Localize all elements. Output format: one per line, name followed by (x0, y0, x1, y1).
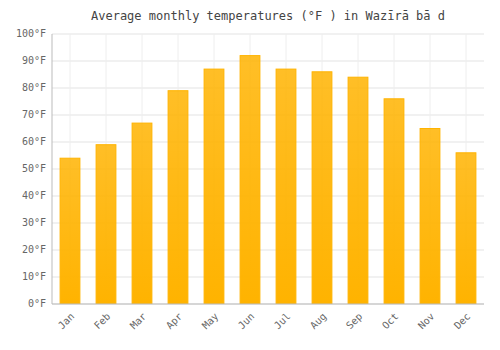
y-tick-label: 90°F (22, 55, 46, 66)
y-tick-label: 0°F (28, 298, 46, 309)
x-tick-label: Jan (56, 311, 77, 332)
bar (420, 129, 440, 305)
bars (60, 56, 476, 304)
y-tick-label: 40°F (22, 190, 46, 201)
y-grid-line (52, 34, 484, 35)
bar (60, 158, 80, 304)
y-grid-line (52, 250, 484, 251)
y-grid-line (52, 115, 484, 116)
y-tick-label: 70°F (22, 109, 46, 120)
x-tick-label: Jul (272, 311, 293, 332)
bar (132, 123, 152, 304)
bar (96, 145, 116, 304)
x-tick-label: May (200, 311, 221, 332)
x-tick-label: Dec (452, 311, 473, 332)
y-grid-line (52, 88, 484, 89)
y-grid-line (52, 142, 484, 143)
title: Average monthly temperatures (°F ) in Wa… (91, 9, 445, 23)
y-grid-line (52, 61, 484, 62)
bar (384, 99, 404, 304)
bar (456, 153, 476, 304)
bar (204, 69, 224, 304)
bar (168, 91, 188, 304)
y-tick-label: 30°F (22, 217, 46, 228)
x-tick-label: Jun (236, 311, 257, 332)
bar (312, 72, 332, 304)
y-tick-label: 50°F (22, 163, 46, 174)
y-axis-line (52, 34, 53, 304)
x-tick-label: Sep (344, 311, 365, 332)
bar (276, 69, 296, 304)
chart-container: 0°F 10°F 20°F 30°F 40°F 50°F 60°F 70°F 80°F 90°F 1… (0, 0, 500, 350)
y-grid-line (52, 223, 484, 224)
x-tick-label: Feb (92, 311, 113, 332)
y-tick-label: 80°F (22, 82, 46, 93)
x-tick-label: Nov (416, 311, 437, 332)
y-grid-line (52, 277, 484, 278)
x-tick-label: Oct (380, 311, 401, 332)
y-tick-label: 60°F (22, 136, 46, 147)
grid (52, 34, 484, 304)
chart: 0°F 10°F 20°F 30°F 40°F 50°F 60°F 70°F 80°F 90°F 1… (0, 0, 500, 350)
y-tick-label: 20°F (22, 244, 46, 255)
x-axis-line (52, 304, 484, 305)
x-tick-label: Aug (308, 311, 329, 332)
y-tick-label: 10°F (22, 271, 46, 282)
x-tick-label: Apr (164, 311, 185, 332)
y-grid-line (52, 304, 484, 305)
y-grid-line (52, 196, 484, 197)
bar (348, 77, 368, 304)
y-tick-label: 100°F (16, 28, 46, 39)
x-tick-label: Mar (128, 311, 149, 332)
y-grid-line (52, 169, 484, 170)
bar (240, 56, 260, 304)
